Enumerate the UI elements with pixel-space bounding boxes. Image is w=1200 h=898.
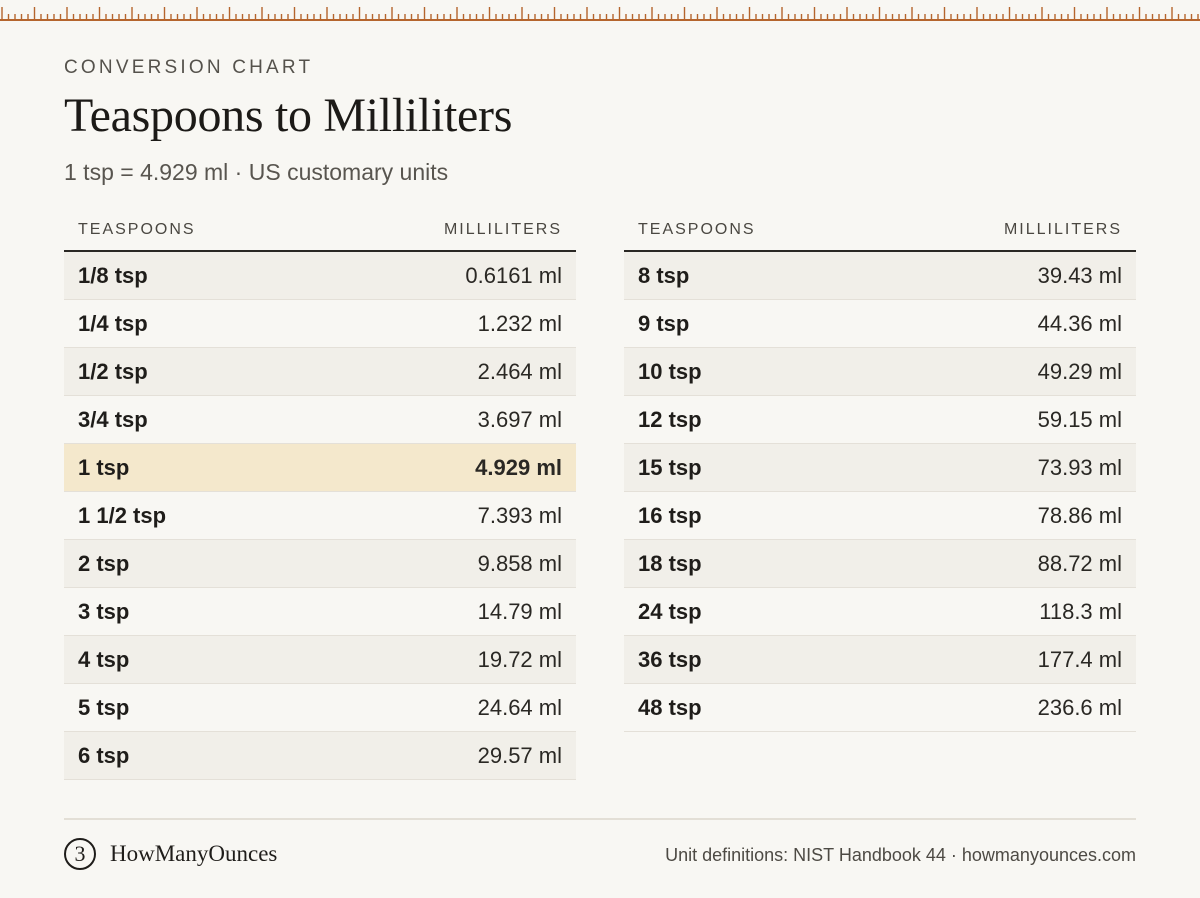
teaspoons-cell: 12 tsp [638,406,702,432]
footer-divider [64,818,1136,820]
table-body: 8 tsp 39.43 ml 9 tsp 44.36 ml 10 tsp 49.29 … [624,252,1136,732]
teaspoons-cell: 2 tsp [78,550,130,576]
teaspoons-cell: 16 tsp [638,502,702,528]
table-row: 3/4 tsp 3.697 ml [64,396,576,444]
milliliters-cell: 7.393 ml [477,502,562,528]
teaspoons-cell: 8 tsp [638,262,690,288]
table-row: 2 tsp 9.858 ml [64,540,576,588]
teaspoons-cell: 24 tsp [638,598,702,624]
milliliters-cell: 177.4 ml [1037,646,1122,672]
table-row: 6 tsp 29.57 ml [64,732,576,780]
table-body: 1/8 tsp 0.6161 ml 1/4 tsp 1.232 ml 1/2 tsp… [64,252,576,780]
teaspoons-cell: 1 tsp [78,454,130,480]
milliliters-cell: 118.3 ml [1039,598,1122,624]
page-title: Teaspoons to Milliliters [64,89,513,142]
table-row: 10 tsp 49.29 ml [624,348,1136,396]
column-header-teaspoons: TEASPOONS [638,221,756,238]
teaspoons-cell: 1/8 tsp [78,262,148,288]
table-row: 36 tsp 177.4 ml [624,636,1136,684]
teaspoons-cell: 36 tsp [638,646,702,672]
milliliters-cell: 73.93 ml [1037,454,1122,480]
eyebrow-label: CONVERSION CHART [64,57,314,78]
table-row: 16 tsp 78.86 ml [624,492,1136,540]
conversion-table-left: TEASPOONS MILLILITERS 1/8 tsp 0.6161 ml 1… [64,210,576,780]
table-row: 12 tsp 59.15 ml [624,396,1136,444]
milliliters-cell: 39.43 ml [1037,262,1122,288]
table-row: 18 tsp 88.72 ml [624,540,1136,588]
milliliters-cell: 236.6 ml [1037,694,1122,720]
table-header: TEASPOONS MILLILITERS [64,210,576,252]
table-row: 15 tsp 73.93 ml [624,444,1136,492]
conversion-table-right: TEASPOONS MILLILITERS 8 tsp 39.43 ml 9 ts… [624,210,1136,732]
milliliters-cell: 3.697 ml [477,406,562,432]
teaspoons-cell: 4 tsp [78,646,130,672]
milliliters-cell: 14.79 ml [477,598,562,624]
table-row: 3 tsp 14.79 ml [64,588,576,636]
table-row: 1 1/2 tsp 7.393 ml [64,492,576,540]
table-header: TEASPOONS MILLILITERS [624,210,1136,252]
teaspoons-cell: 18 tsp [638,550,702,576]
source-credit: Unit definitions: NIST Handbook 44 · how… [665,845,1136,865]
column-header-teaspoons: TEASPOONS [78,221,196,238]
table-row: 8 tsp 39.43 ml [624,252,1136,300]
brand-name: HowManyOunces [110,841,278,866]
milliliters-cell: 2.464 ml [477,358,562,384]
teaspoons-cell: 1 1/2 tsp [78,502,167,528]
teaspoons-cell: 3/4 tsp [78,406,148,432]
teaspoons-cell: 3 tsp [78,598,130,624]
milliliters-cell: 0.6161 ml [465,262,562,288]
table-row: 1/4 tsp 1.232 ml [64,300,576,348]
teaspoons-cell: 5 tsp [78,694,130,720]
milliliters-cell: 9.858 ml [477,550,562,576]
milliliters-cell: 19.72 ml [477,646,562,672]
milliliters-cell: 88.72 ml [1037,550,1122,576]
table-row: 1/2 tsp 2.464 ml [64,348,576,396]
milliliters-cell: 49.29 ml [1037,358,1122,384]
milliliters-cell: 29.57 ml [477,742,562,768]
table-row: 1/8 tsp 0.6161 ml [64,252,576,300]
brand-logo[interactable]: 3 HowManyOunces [64,838,277,870]
logo-circle-icon: 3 [64,838,96,870]
table-row-highlighted: 1 tsp 4.929 ml [64,444,576,492]
column-header-milliliters: MILLILITERS [1003,221,1122,238]
milliliters-cell: 4.929 ml [475,454,562,480]
table-row: 48 tsp 236.6 ml [624,684,1136,732]
teaspoons-cell: 9 tsp [638,310,690,336]
table-row: 9 tsp 44.36 ml [624,300,1136,348]
table-row: 4 tsp 19.72 ml [64,636,576,684]
milliliters-cell: 59.15 ml [1037,406,1122,432]
teaspoons-cell: 1/2 tsp [78,358,148,384]
column-header-milliliters: MILLILITERS [443,221,562,238]
milliliters-cell: 44.36 ml [1037,310,1122,336]
milliliters-cell: 24.64 ml [477,694,562,720]
page-subtitle: 1 tsp = 4.929 ml · US customary units [64,159,449,185]
teaspoons-cell: 1/4 tsp [78,310,148,336]
ruler-border [0,7,1200,21]
milliliters-cell: 78.86 ml [1037,502,1122,528]
teaspoons-cell: 48 tsp [638,694,702,720]
milliliters-cell: 1.232 ml [477,310,562,336]
teaspoons-cell: 15 tsp [638,454,702,480]
teaspoons-cell: 6 tsp [78,742,130,768]
teaspoons-cell: 10 tsp [638,358,702,384]
table-row: 5 tsp 24.64 ml [64,684,576,732]
table-row: 24 tsp 118.3 ml [624,588,1136,636]
